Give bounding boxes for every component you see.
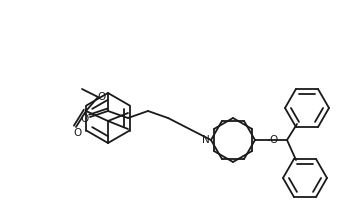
Text: O: O — [270, 135, 278, 145]
Text: O: O — [97, 92, 105, 102]
Text: O: O — [73, 128, 81, 138]
Text: O: O — [80, 114, 88, 124]
Text: N: N — [202, 135, 210, 145]
